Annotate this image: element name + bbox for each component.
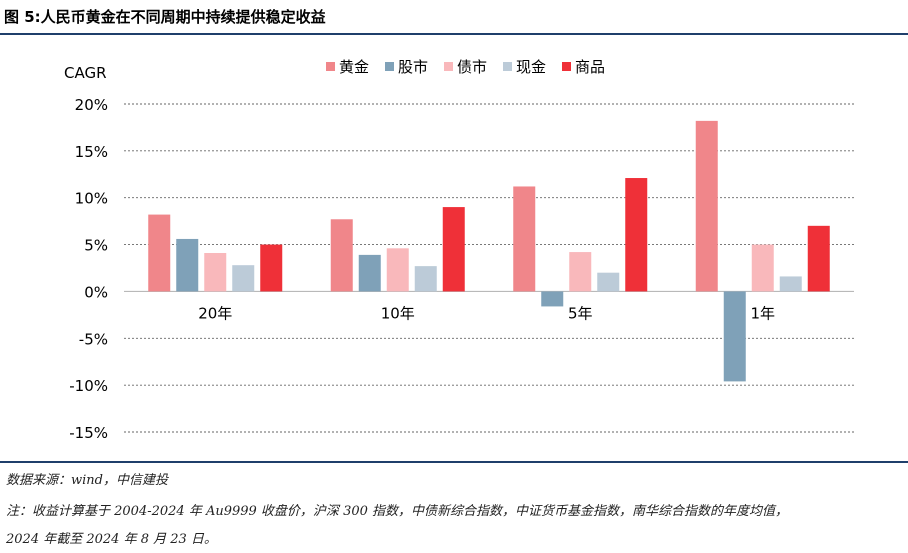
x-tick-label: 5年 — [568, 304, 593, 322]
bar-商品-1年 — [807, 225, 830, 292]
bar-黄金-5年 — [513, 186, 536, 292]
bars — [148, 120, 830, 382]
legend-swatch — [444, 62, 453, 71]
footnote-line-1: 注：收益计算基于 2004-2024 年 Au9999 收盘价，沪深 300 指… — [6, 504, 789, 519]
y-tick-labels: 20% 15% 10% 5% 0% -5% -10% -15% — [69, 96, 108, 442]
bar-黄金-10年 — [330, 219, 353, 292]
bar-股市-20年 — [176, 238, 199, 292]
legend-swatch — [385, 62, 394, 71]
bar-现金-20年 — [232, 265, 255, 292]
y-tick-label: -5% — [79, 330, 108, 348]
bottom-divider — [0, 461, 908, 463]
legend-swatch — [562, 62, 571, 71]
bar-商品-20年 — [260, 244, 283, 292]
legend-label: 现金 — [516, 58, 546, 76]
y-tick-label: -10% — [69, 377, 108, 395]
y-tick-label: 15% — [75, 143, 108, 161]
x-tick-label: 20年 — [198, 304, 232, 322]
figure-title: 图 5:人民币黄金在不同周期中持续提供稳定收益 — [4, 8, 326, 26]
bar-债市-5年 — [569, 252, 592, 292]
bar-黄金-20年 — [148, 214, 171, 292]
legend-label: 商品 — [575, 58, 605, 76]
legend: 黄金 股市 债市 现金 商品 — [326, 58, 605, 76]
bar-债市-1年 — [751, 244, 774, 292]
legend-label: 股市 — [398, 58, 428, 76]
bar-现金-1年 — [779, 276, 802, 292]
legend-swatch — [503, 62, 512, 71]
legend-swatch — [326, 62, 335, 71]
y-tick-label: 10% — [75, 190, 108, 208]
legend-label: 黄金 — [339, 58, 369, 76]
x-tick-label: 10年 — [381, 304, 415, 322]
y-axis-label: CAGR — [64, 64, 107, 82]
bar-股市-5年 — [541, 291, 564, 307]
bar-商品-10年 — [442, 207, 465, 292]
bar-债市-10年 — [386, 248, 409, 292]
top-divider — [0, 33, 908, 35]
x-tick-label: 1年 — [750, 304, 775, 322]
bar-股市-1年 — [723, 291, 746, 382]
bar-黄金-1年 — [695, 120, 718, 292]
bar-债市-20年 — [204, 253, 227, 292]
source-note: 数据来源：wind，中信建投 — [6, 473, 168, 488]
y-tick-label: 20% — [75, 96, 108, 114]
y-tick-label: 0% — [84, 283, 108, 301]
bar-现金-10年 — [414, 266, 437, 292]
footnote-line-2: 2024 年截至 2024 年 8 月 23 日。 — [6, 532, 217, 547]
bar-现金-5年 — [597, 272, 620, 292]
y-tick-label: 5% — [84, 237, 108, 255]
bar-商品-5年 — [625, 178, 648, 292]
chart: 黄金 股市 债市 现金 商品 CAGR 20% 15% 10% 5% 0% -5% -10% -15%… — [64, 58, 854, 442]
x-tick-labels: 20年 10年 5年 1年 — [198, 304, 775, 322]
legend-label: 债市 — [457, 58, 487, 76]
y-tick-label: -15% — [69, 424, 108, 442]
bar-股市-10年 — [358, 254, 381, 292]
